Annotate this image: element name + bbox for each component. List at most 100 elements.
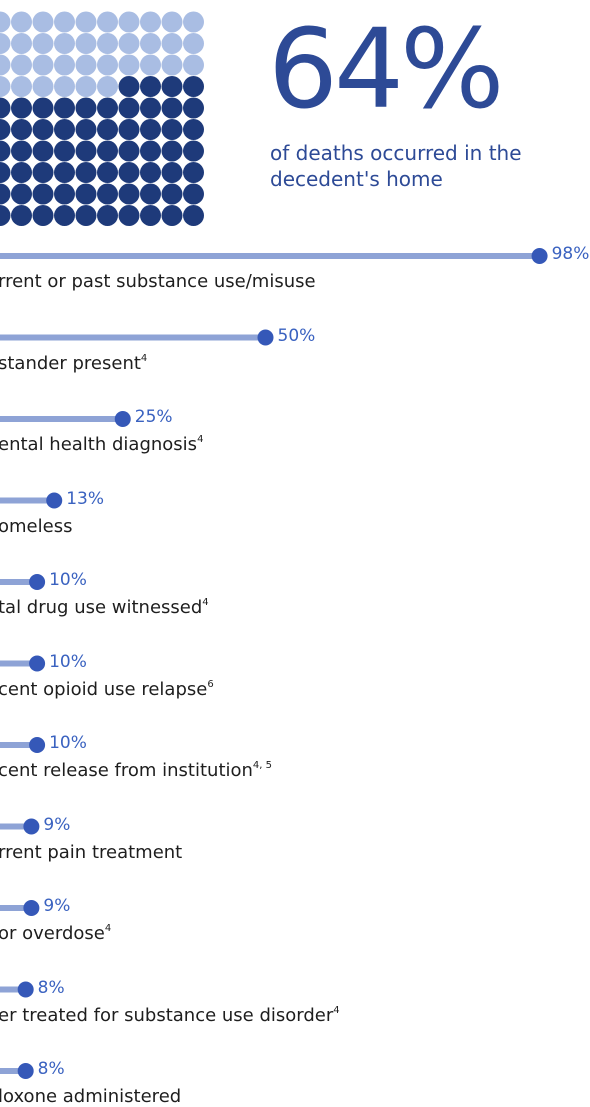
bar-value-label: 98%	[551, 244, 590, 264]
waffle-dot-empty	[32, 11, 54, 33]
waffle-dot-filled	[97, 140, 118, 162]
waffle-dot-filled	[161, 140, 183, 162]
bar-value-label: 25%	[134, 407, 173, 427]
waffle-dot-filled	[54, 205, 75, 226]
waffle-dot-filled	[75, 97, 97, 119]
waffle-dot-empty	[140, 11, 161, 33]
waffle-dot-filled	[140, 162, 161, 183]
waffle-dot-filled	[118, 76, 140, 97]
waffle-dot-empty	[32, 54, 54, 76]
waffle-dot-filled	[161, 162, 183, 183]
bar-category-label: rrent pain treatment	[0, 841, 183, 863]
waffle-dot-filled	[118, 162, 140, 183]
waffle-dot-filled	[161, 97, 183, 119]
waffle-dot-filled	[54, 119, 75, 140]
bar-end-marker	[17, 1063, 34, 1079]
bar-end-marker	[29, 737, 46, 753]
bar-category-label: loxone administered	[0, 1086, 182, 1107]
waffle-dot-filled	[161, 205, 183, 226]
waffle-dot-filled	[183, 76, 204, 97]
waffle-dot-empty	[54, 76, 75, 97]
bar-category-label: omeless	[0, 515, 73, 537]
waffle-dot-empty	[97, 76, 118, 97]
waffle-dot-filled	[11, 140, 32, 162]
bar-end-marker	[23, 900, 40, 916]
bar-category-label: tal drug use witnessed4	[0, 597, 209, 618]
waffle-dot-filled	[0, 97, 11, 119]
waffle-dot-filled	[97, 183, 118, 205]
bar-value-label: 10%	[49, 570, 87, 590]
bar-end-marker	[23, 818, 40, 835]
waffle-dot-empty	[75, 11, 97, 33]
waffle-dot-filled	[0, 140, 11, 162]
waffle-dot-empty	[0, 76, 11, 97]
waffle-dot-filled	[75, 162, 97, 183]
bar-category-label: cent opioid use relapse6	[0, 678, 214, 700]
bar-value-label: 50%	[277, 325, 316, 346]
waffle-dot-empty	[11, 54, 32, 76]
waffle-dot-empty	[75, 54, 97, 76]
footnote-marker: 4	[197, 434, 204, 445]
bar-category-label: rrent or past substance use/misuse	[0, 271, 316, 292]
bar-value-label: 10%	[49, 651, 87, 672]
waffle-dot-filled	[0, 119, 11, 140]
waffle-dot-filled	[118, 140, 140, 162]
waffle-dot-filled	[97, 205, 118, 226]
waffle-dot-filled	[183, 183, 204, 205]
waffle-dot-empty	[54, 33, 75, 54]
waffle-dot-filled	[54, 97, 75, 119]
waffle-dot-empty	[32, 33, 54, 54]
waffle-dot-filled	[11, 183, 32, 205]
waffle-chart	[0, 11, 204, 226]
waffle-dot-empty	[183, 33, 204, 54]
bar-value-label: 8%	[37, 1059, 65, 1079]
waffle-dot-filled	[97, 97, 118, 119]
hero-caption: of deaths occurred in the decedent's hom…	[270, 141, 522, 192]
waffle-dot-filled	[97, 162, 118, 183]
waffle-dot-filled	[32, 205, 54, 226]
bar-category-label: or overdose4	[0, 923, 112, 944]
waffle-dot-filled	[183, 140, 204, 162]
waffle-dot-empty	[11, 11, 32, 33]
bar-value-label: 13%	[66, 488, 105, 509]
footnote-marker: 4	[333, 1004, 340, 1016]
waffle-dot-empty	[183, 11, 204, 33]
waffle-dot-empty	[97, 33, 118, 54]
waffle-dot-filled	[183, 205, 204, 226]
waffle-dot-filled	[0, 183, 11, 205]
waffle-dot-empty	[75, 33, 97, 54]
bar-value-label: 10%	[49, 733, 87, 753]
bar-category-label: er treated for substance use disorder4	[0, 1004, 340, 1026]
footnote-marker: 6	[207, 678, 214, 690]
waffle-dot-empty	[0, 33, 11, 54]
bar-end-marker	[29, 655, 46, 672]
waffle-dot-empty	[11, 33, 32, 54]
footnote-marker: 4	[104, 923, 112, 934]
hero-percent: 64%	[268, 5, 504, 133]
waffle-dot-filled	[54, 162, 75, 183]
bar-category-label: stander present4	[0, 352, 148, 374]
waffle-dot-empty	[0, 54, 11, 76]
waffle-dot-filled	[32, 97, 54, 119]
bar-value-label: 9%	[43, 814, 71, 835]
waffle-dot-filled	[97, 119, 118, 140]
waffle-dot-filled	[0, 205, 11, 226]
waffle-dot-empty	[54, 11, 75, 33]
waffle-dot-empty	[161, 11, 183, 33]
waffle-dot-filled	[32, 183, 54, 205]
bar-end-marker	[114, 411, 131, 427]
waffle-dot-filled	[11, 119, 32, 140]
waffle-dot-filled	[161, 119, 183, 140]
waffle-dot-filled	[140, 140, 161, 162]
waffle-dot-filled	[11, 162, 32, 183]
waffle-dot-filled	[75, 119, 97, 140]
waffle-dot-empty	[140, 54, 161, 76]
waffle-dot-filled	[140, 205, 161, 226]
waffle-dot-filled	[118, 119, 140, 140]
waffle-dot-filled	[11, 97, 32, 119]
waffle-dot-filled	[183, 119, 204, 140]
waffle-dot-filled	[140, 97, 161, 119]
waffle-dot-filled	[54, 140, 75, 162]
waffle-dot-empty	[0, 11, 11, 33]
footnote-marker: 4	[202, 597, 209, 608]
